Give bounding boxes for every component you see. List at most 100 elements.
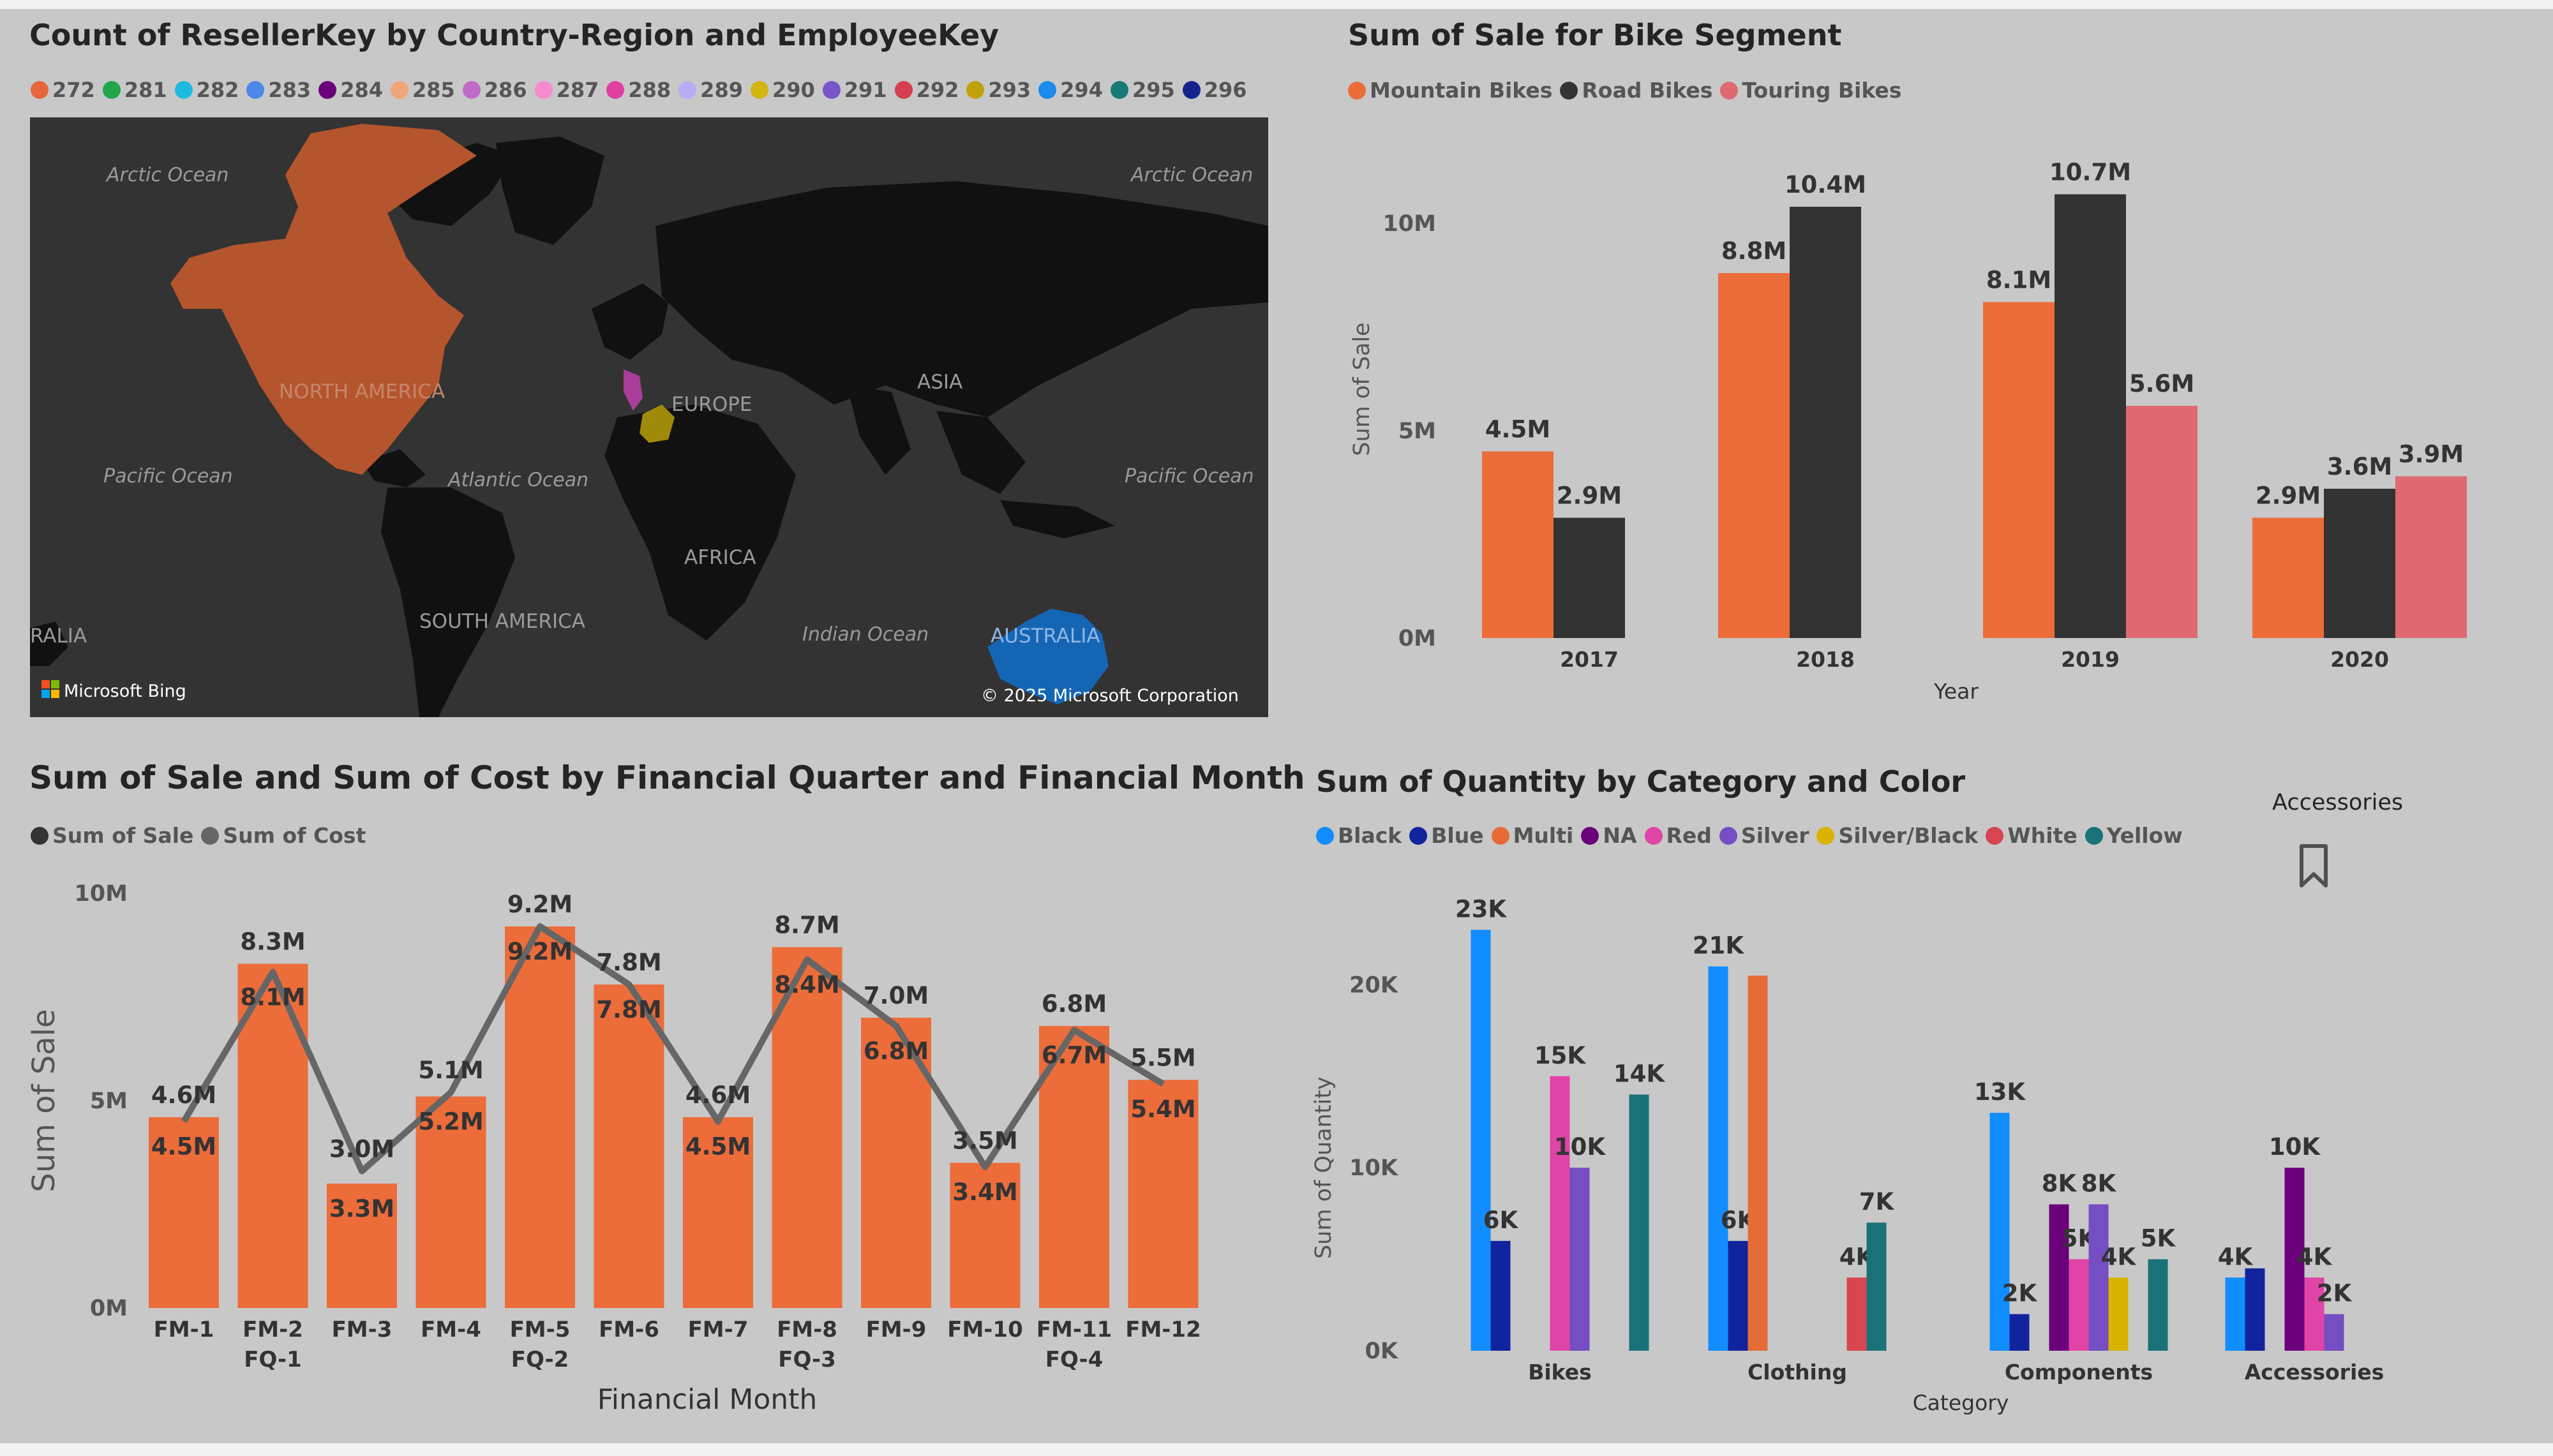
bike-legend-item[interactable]: Touring Bikes [1720,78,1901,103]
qty-bar[interactable] [1846,1277,1867,1351]
qty-legend-item[interactable]: Red [1644,823,1712,848]
map-legend-item[interactable]: 283 [246,78,311,102]
bike-bar[interactable] [2126,406,2197,638]
fin-sale-bar[interactable] [950,1163,1021,1309]
qty-bar[interactable] [2088,1204,2109,1351]
legend-dot-icon [201,826,220,845]
map-legend-item[interactable]: 284 [318,78,383,102]
legend-label: 290 [772,78,815,102]
map-legend-item[interactable]: 288 [606,78,671,102]
bike-y-tick-label: 5M [1398,419,1436,444]
qty-bar[interactable] [2225,1277,2245,1351]
legend-label: 295 [1132,78,1175,102]
map-legend-item[interactable]: 272 [31,78,95,102]
bike-legend-item[interactable]: Mountain Bikes [1348,78,1552,103]
qty-data-label: 21K [1693,932,1744,960]
map-legend-item[interactable]: 294 [1038,78,1103,102]
qty-bar[interactable] [2108,1277,2129,1351]
bike-bar[interactable] [1482,451,1554,639]
fin-cost-label: 8.1M [240,984,305,1011]
bike-bar[interactable] [2055,194,2126,639]
qty-legend-item[interactable]: Yellow [2085,823,2183,848]
legend-label: Mountain Bikes [1370,78,1553,103]
map-legend-item[interactable]: 291 [822,78,887,102]
legend-label: Blue [1431,823,1484,848]
bike-data-label: 10.7M [2049,159,2131,186]
fin-sale-bar[interactable] [327,1184,397,1308]
map-visual[interactable]: Arctic Ocean Arctic Ocean NORTH AMERICA … [30,117,1268,717]
legend-label: NA [1603,823,1637,848]
map-legend-item[interactable]: 286 [462,78,527,102]
qty-bar[interactable] [2049,1204,2069,1351]
fin-sale-bar[interactable] [683,1117,753,1308]
map-legend-item[interactable]: 292 [894,78,959,102]
qty-bar[interactable] [1629,1094,1649,1351]
qty-bar[interactable] [1989,1113,2010,1351]
fin-sale-bar[interactable] [594,984,664,1308]
fin-sale-label: 8.7M [774,912,839,939]
bike-bar[interactable] [1790,207,1861,638]
map-legend-item[interactable]: 290 [750,78,815,102]
qty-bar[interactable] [2284,1168,2305,1351]
qty-legend-item[interactable]: NA [1581,823,1637,848]
map-legend-item[interactable]: 293 [966,78,1031,102]
fin-chart[interactable]: 0M 5M 10M Sum of Sale FM-1 FM-2 FM-3 FM-4 FM-5 FM… [19,868,1276,1436]
qty-bar[interactable] [1708,966,1728,1351]
qty-bar[interactable] [2324,1314,2344,1351]
qty-data-label: 14K [1613,1060,1665,1087]
bike-bar[interactable] [1554,517,1625,639]
qty-bar[interactable] [1490,1240,1511,1351]
qty-bar[interactable] [2069,1259,2089,1351]
map-legend-item[interactable]: 281 [102,78,167,102]
bike-legend-item[interactable]: Road Bikes [1560,78,1712,103]
map-legend-item[interactable]: 285 [390,78,455,102]
qty-bar[interactable] [1569,1168,1590,1351]
legend-dot-icon [1110,81,1128,99]
qty-legend-item[interactable]: Silver [1719,823,1809,848]
bike-chart[interactable]: 0M 5M 10M Sum of Sale 4.5M 2.9M 2017 8.8M 10.4M 2… [1340,128,2502,721]
label-pacific-right: Pacific Ocean [1125,465,1254,487]
fin-sale-bar[interactable] [1039,1026,1109,1308]
fin-legend-item[interactable]: Sum of Sale [31,823,193,848]
map-legend-item[interactable]: 295 [1110,78,1175,102]
legend-dot-icon [1348,81,1366,100]
map-legend-item[interactable]: 296 [1182,78,1247,102]
fin-sale-bar[interactable] [505,926,575,1308]
map-legend-item[interactable]: 287 [534,78,599,102]
qty-bar[interactable] [2009,1314,2030,1351]
bike-bar[interactable] [2395,476,2467,639]
qty-bar[interactable] [1550,1076,1570,1351]
qty-legend-item[interactable]: Silver/Black [1816,823,1978,848]
qty-bar[interactable] [2245,1268,2265,1351]
map-legend-item[interactable]: 289 [678,78,743,102]
qty-bar[interactable] [2148,1259,2168,1351]
bike-bar[interactable] [1718,273,1790,638]
qty-y-tick-label: 0K [1365,1339,1399,1364]
legend-dot-icon [1816,826,1835,845]
bike-bar[interactable] [2252,517,2324,639]
qty-bar[interactable] [1748,976,1768,1351]
bike-data-label: 4.5M [1485,416,1550,443]
qty-chart[interactable]: 0K 10K 20K Sum of Quantity 23K 6K 15K 10K 14K Bik… [1302,868,2540,1423]
qty-bar[interactable] [1728,1240,1748,1351]
qty-bar[interactable] [1471,930,1491,1351]
fin-legend-item[interactable]: Sum of Cost [201,823,366,848]
bike-bar[interactable] [2324,489,2395,638]
qty-bar[interactable] [1866,1222,1887,1351]
fin-cost-line[interactable] [181,923,1165,1175]
bookmark-icon[interactable] [2298,843,2330,889]
map-legend-item[interactable]: 282 [174,78,239,102]
fin-sale-bar[interactable] [416,1096,486,1309]
fin-sale-bar[interactable] [1128,1080,1199,1309]
qty-legend-item[interactable]: Multi [1491,823,1573,848]
qty-bar[interactable] [2304,1277,2325,1351]
qty-legend-item[interactable]: White [1986,823,2078,848]
legend-dot-icon [534,81,553,99]
qty-y-tick-label: 10K [1349,1155,1399,1181]
qty-legend-item[interactable]: Blue [1409,823,1484,848]
bike-bar[interactable] [1983,302,2055,639]
fin-x-tick-label: FM-4 [421,1317,481,1342]
qty-legend-item[interactable]: Black [1316,823,1402,848]
fin-sale-bar[interactable] [149,1117,219,1308]
legend-label: Sum of Sale [52,823,194,848]
